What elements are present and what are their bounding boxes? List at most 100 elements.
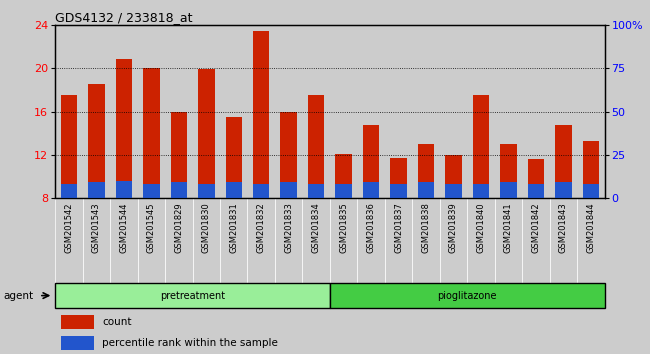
Bar [302, 25, 330, 198]
Bar [439, 25, 467, 198]
Text: count: count [102, 317, 131, 327]
Bar [363, 182, 380, 198]
Text: GSM201543: GSM201543 [92, 202, 101, 253]
Bar [550, 25, 577, 198]
Bar [385, 198, 412, 283]
Bar [111, 25, 138, 198]
Text: GSM201829: GSM201829 [174, 202, 183, 253]
Bar [280, 182, 297, 198]
Bar [275, 25, 302, 198]
Bar [390, 184, 407, 198]
Bar [358, 25, 385, 198]
Bar [275, 198, 302, 283]
Bar [280, 112, 297, 198]
Bar [192, 25, 220, 198]
Bar [439, 198, 467, 283]
Bar [192, 198, 220, 283]
Bar [88, 182, 105, 198]
Text: GSM201830: GSM201830 [202, 202, 211, 253]
Text: GSM201839: GSM201839 [449, 202, 458, 253]
Text: GSM201831: GSM201831 [229, 202, 239, 253]
Text: GSM201840: GSM201840 [476, 202, 486, 253]
Bar [473, 184, 489, 198]
Text: GSM201544: GSM201544 [120, 202, 129, 253]
Text: GSM201843: GSM201843 [559, 202, 568, 253]
Bar [55, 198, 83, 283]
Bar [226, 182, 242, 198]
Bar [165, 198, 192, 283]
Bar [467, 25, 495, 198]
Bar [363, 125, 380, 198]
Bar [577, 198, 605, 283]
Bar [198, 184, 214, 198]
Text: GSM201836: GSM201836 [367, 202, 376, 253]
Bar [412, 25, 439, 198]
Text: GSM201841: GSM201841 [504, 202, 513, 253]
Bar [165, 25, 192, 198]
Bar [55, 25, 83, 198]
Bar [143, 68, 160, 198]
Text: percentile rank within the sample: percentile rank within the sample [102, 338, 278, 348]
Bar [60, 315, 94, 329]
Bar [495, 25, 522, 198]
Text: GSM201833: GSM201833 [284, 202, 293, 253]
Bar [111, 198, 138, 283]
Bar [582, 141, 599, 198]
Bar [253, 31, 270, 198]
Bar [60, 336, 94, 350]
Bar [335, 184, 352, 198]
Bar [445, 184, 462, 198]
Bar [467, 198, 495, 283]
Bar [473, 95, 489, 198]
Bar [253, 184, 270, 198]
Bar [170, 112, 187, 198]
Bar [390, 158, 407, 198]
Bar [116, 181, 132, 198]
Bar [116, 59, 132, 198]
Text: GSM201545: GSM201545 [147, 202, 156, 253]
Bar [358, 198, 385, 283]
Text: GDS4132 / 233818_at: GDS4132 / 233818_at [55, 11, 193, 24]
Bar [445, 155, 462, 198]
Bar [418, 144, 434, 198]
Text: agent: agent [3, 291, 33, 301]
Bar [302, 198, 330, 283]
Bar [330, 25, 358, 198]
Bar [582, 184, 599, 198]
Bar [308, 95, 324, 198]
Bar [198, 69, 214, 198]
Text: GSM201542: GSM201542 [64, 202, 73, 253]
Text: pioglitazone: pioglitazone [437, 291, 497, 301]
Bar [138, 25, 165, 198]
Bar [248, 25, 275, 198]
Bar [83, 198, 110, 283]
Bar [55, 283, 330, 308]
Bar [385, 25, 412, 198]
Text: GSM201837: GSM201837 [394, 202, 403, 253]
Bar [500, 182, 517, 198]
Bar [60, 184, 77, 198]
Bar [418, 182, 434, 198]
Bar [528, 159, 544, 198]
Bar [83, 25, 110, 198]
Bar [308, 184, 324, 198]
Bar [226, 117, 242, 198]
Bar [138, 198, 165, 283]
Bar [522, 198, 550, 283]
Bar [60, 95, 77, 198]
Bar [170, 182, 187, 198]
Bar [555, 182, 571, 198]
Text: GSM201834: GSM201834 [311, 202, 320, 253]
Bar [330, 283, 604, 308]
Bar [495, 198, 522, 283]
Bar [528, 184, 544, 198]
Bar [330, 198, 358, 283]
Text: GSM201838: GSM201838 [421, 202, 430, 253]
Text: pretreatment: pretreatment [160, 291, 225, 301]
Text: GSM201832: GSM201832 [257, 202, 266, 253]
Bar [248, 198, 275, 283]
Bar [335, 154, 352, 198]
Bar [143, 184, 160, 198]
Bar [500, 144, 517, 198]
Bar [412, 198, 439, 283]
